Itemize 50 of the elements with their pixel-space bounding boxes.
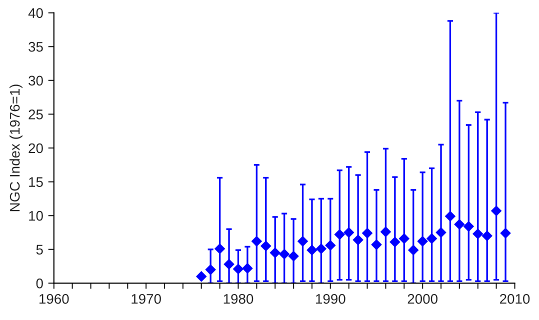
y-tick-label: 40 bbox=[28, 8, 43, 18]
y-tick-label: 0 bbox=[36, 278, 43, 288]
point bbox=[252, 236, 262, 246]
point bbox=[260, 240, 272, 252]
x-tick-label: 2000 bbox=[408, 294, 438, 304]
point bbox=[436, 227, 446, 238]
point bbox=[196, 271, 206, 282]
point bbox=[352, 234, 364, 246]
point bbox=[500, 228, 511, 238]
point bbox=[472, 228, 483, 239]
point bbox=[334, 229, 345, 240]
point bbox=[214, 244, 225, 254]
point bbox=[279, 249, 290, 260]
point bbox=[233, 264, 244, 274]
y-tick-label: 30 bbox=[28, 76, 43, 86]
point bbox=[464, 221, 474, 232]
point bbox=[380, 226, 391, 237]
y-tick-label: 25 bbox=[28, 110, 43, 120]
x-tick-label: 1970 bbox=[132, 294, 161, 304]
point bbox=[445, 211, 456, 222]
point bbox=[344, 227, 354, 238]
y-tick-label: 20 bbox=[28, 143, 43, 154]
x-tick-label: 2010 bbox=[500, 294, 530, 304]
y-axis-title: NGC Index (1976=1) bbox=[10, 84, 22, 212]
y-tick-label: 35 bbox=[28, 42, 43, 52]
point bbox=[390, 236, 400, 248]
point bbox=[325, 240, 336, 250]
point bbox=[491, 206, 502, 216]
point bbox=[482, 230, 492, 241]
point bbox=[454, 219, 465, 230]
point bbox=[298, 236, 308, 246]
point bbox=[306, 244, 318, 256]
y-tick-label: 10 bbox=[29, 210, 43, 221]
point bbox=[242, 263, 253, 274]
x-tick-label: 1990 bbox=[316, 294, 346, 304]
x-tick-label: 1980 bbox=[224, 294, 254, 304]
point bbox=[205, 264, 216, 275]
point bbox=[316, 244, 326, 254]
point bbox=[408, 244, 418, 256]
point bbox=[362, 228, 372, 238]
point bbox=[399, 233, 410, 244]
point bbox=[426, 233, 437, 244]
point bbox=[417, 236, 428, 246]
y-tick-label: 5 bbox=[36, 244, 43, 255]
point bbox=[288, 251, 299, 262]
point bbox=[371, 240, 382, 250]
point bbox=[224, 259, 234, 270]
y-tick-label: 15 bbox=[29, 177, 43, 187]
x-tick-label: 1960 bbox=[40, 294, 69, 304]
point bbox=[270, 248, 280, 258]
